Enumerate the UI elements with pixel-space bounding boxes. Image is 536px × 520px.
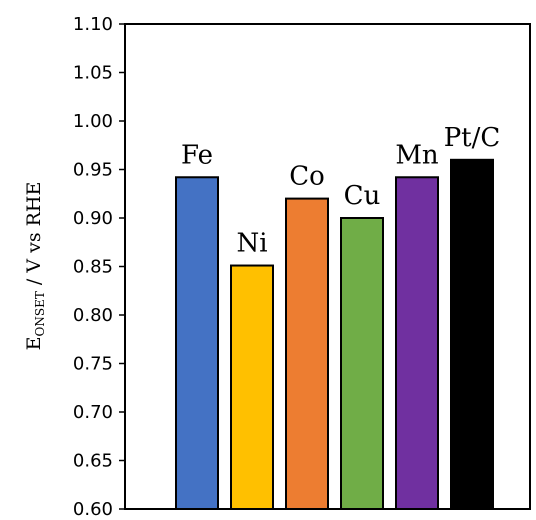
bar-ni xyxy=(230,264,274,510)
y-tick-label: 0.90 xyxy=(73,208,113,229)
category-label: Pt/C xyxy=(444,123,501,153)
y-tick-label: 1.10 xyxy=(73,14,113,35)
category-label: Co xyxy=(289,162,325,192)
bar-fe xyxy=(175,176,219,510)
category-label: Ni xyxy=(236,229,267,259)
bars-group xyxy=(175,158,494,511)
y-tick-label: 1.00 xyxy=(73,111,113,132)
bar-mn xyxy=(395,176,439,510)
y-tick-label: 0.95 xyxy=(73,160,113,181)
y-tick-label: 0.75 xyxy=(73,354,113,375)
y-tick-label: 0.80 xyxy=(73,305,113,326)
bar-cu xyxy=(340,217,384,510)
y-tick-label: 0.65 xyxy=(73,451,113,472)
y-axis-title: EONSET / V vs RHE xyxy=(23,182,47,351)
bar-pt-c xyxy=(450,158,494,511)
y-tick-label: 1.05 xyxy=(73,63,113,84)
category-label: Mn xyxy=(395,140,439,170)
y-tick-label: 0.70 xyxy=(73,402,113,423)
y-axis-ticks: 0.60 0.65 0.70 0.75 0.80 0.85 0.90 0.95 1.00 1.05… xyxy=(73,14,125,520)
y-tick-label: 0.60 xyxy=(73,499,113,520)
bar-co xyxy=(285,197,329,510)
category-label: Fe xyxy=(181,140,213,170)
category-label: Cu xyxy=(344,181,381,211)
y-tick-label: 0.85 xyxy=(73,257,113,278)
